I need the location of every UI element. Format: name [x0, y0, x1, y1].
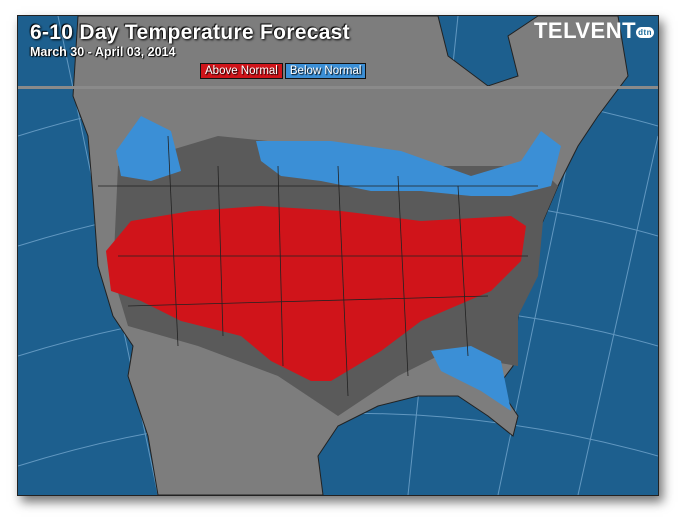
brand-logo: TELVENT dtn	[534, 18, 654, 44]
forecast-map: 6-10 Day Temperature Forecast March 30 -…	[17, 15, 659, 496]
legend-below-normal: Below Normal	[284, 63, 367, 79]
above-normal-region	[106, 206, 526, 381]
brand-name: TELVENT	[533, 18, 637, 43]
below-normal-region-north	[256, 131, 561, 196]
legend: Above Normal Below Normal	[200, 63, 367, 79]
state-borders	[98, 135, 538, 397]
legend-above-normal: Above Normal	[200, 63, 283, 79]
map-title: 6-10 Day Temperature Forecast	[30, 21, 350, 44]
below-normal-region-southeast	[431, 346, 511, 411]
below-normal-region-northwest	[116, 116, 181, 181]
map-canvas	[18, 16, 658, 495]
date-range: March 30 - April 03, 2014	[30, 45, 176, 59]
header-divider	[18, 86, 658, 89]
brand-badge: dtn	[636, 26, 654, 38]
